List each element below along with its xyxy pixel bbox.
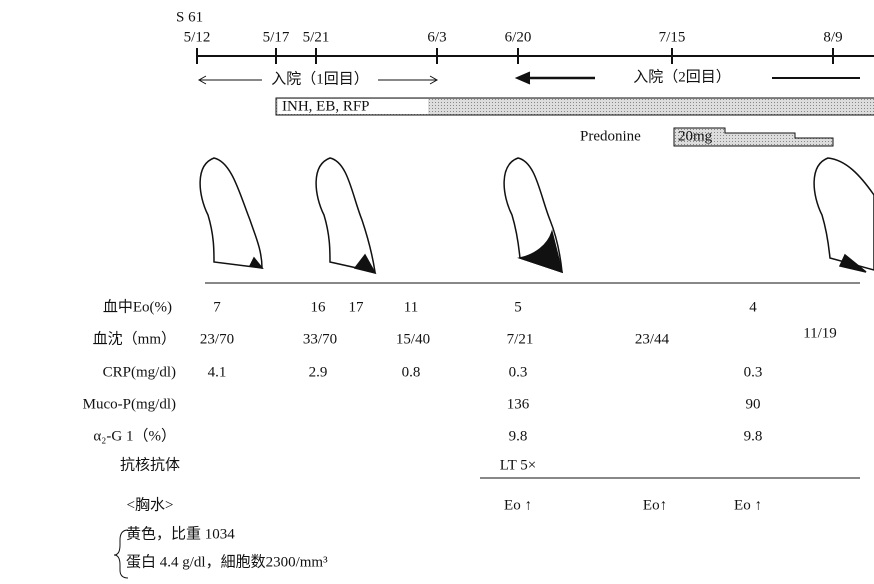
lab-value: 136 — [507, 396, 530, 412]
figure: S 61 入院（1回目） 入院（2回目） INH, EB, RFP Predon… — [0, 0, 874, 579]
admission-1: 入院（1回目） — [271, 69, 369, 87]
lab-value: 2.9 — [309, 364, 328, 380]
steroid-dose: 20mg — [678, 128, 713, 144]
lab-value: 11/19 — [803, 325, 837, 341]
lab-value: 15/40 — [396, 331, 430, 347]
date-label: 6/3 — [427, 29, 446, 45]
lab-value: 16 — [311, 299, 327, 315]
lab-value: 5 — [514, 299, 522, 315]
lab-value: 0.3 — [509, 364, 528, 380]
lab-value: 0.3 — [744, 364, 763, 380]
admission-2: 入院（2回目） — [633, 67, 731, 85]
lab-value: 7 — [213, 299, 221, 315]
lab-value: 0.8 — [402, 364, 421, 380]
date-label: 6/20 — [505, 29, 532, 45]
lab-value: 17 — [349, 299, 365, 315]
date-label: 8/9 — [823, 29, 842, 45]
lab-value: 23/70 — [200, 331, 234, 347]
lab-value: 11 — [404, 299, 418, 315]
date-label: 5/12 — [184, 29, 211, 45]
lung-xrays — [200, 158, 874, 273]
lab-label: CRP(mg/dl) — [103, 364, 176, 380]
lab-label: 血中Eo(%) — [103, 298, 172, 315]
lab-value: 4.1 — [208, 364, 227, 380]
lab-label: 血沈（mm） — [93, 330, 176, 347]
era: S 61 — [176, 9, 203, 25]
date-label: 5/17 — [263, 29, 290, 45]
date-label: 7/15 — [659, 29, 686, 45]
date-label: 5/21 — [303, 29, 330, 45]
lab-label: α₂-G 1（%） — [93, 427, 176, 444]
lab-value: 23/44 — [635, 331, 670, 347]
lab-label: 抗核抗体 — [120, 456, 180, 473]
lab-value: 7/21 — [507, 331, 534, 347]
lab-value: 4 — [749, 299, 757, 315]
lab-value: 9.8 — [744, 428, 763, 444]
pleural-value: Eo↑ — [643, 497, 667, 513]
pleural-note: 蛋白 4.4 g/dl，細胞数2300/mm³ — [126, 553, 328, 570]
pleural-label: <胸水> — [127, 496, 174, 513]
pleural-note: 黄色，比重 1034 — [126, 525, 235, 542]
antitb-label: INH, EB, RFP — [282, 98, 370, 114]
lab-value: 33/70 — [303, 331, 337, 347]
pleural-value: Eo ↑ — [734, 497, 762, 513]
lab-label: Muco-P(mg/dl) — [83, 396, 176, 412]
steroid-label: Predonine — [580, 128, 641, 144]
lab-value: LT 5× — [500, 457, 536, 473]
pleural-value: Eo ↑ — [504, 497, 532, 513]
lab-value: 90 — [746, 396, 761, 412]
lab-value: 9.8 — [509, 428, 528, 444]
